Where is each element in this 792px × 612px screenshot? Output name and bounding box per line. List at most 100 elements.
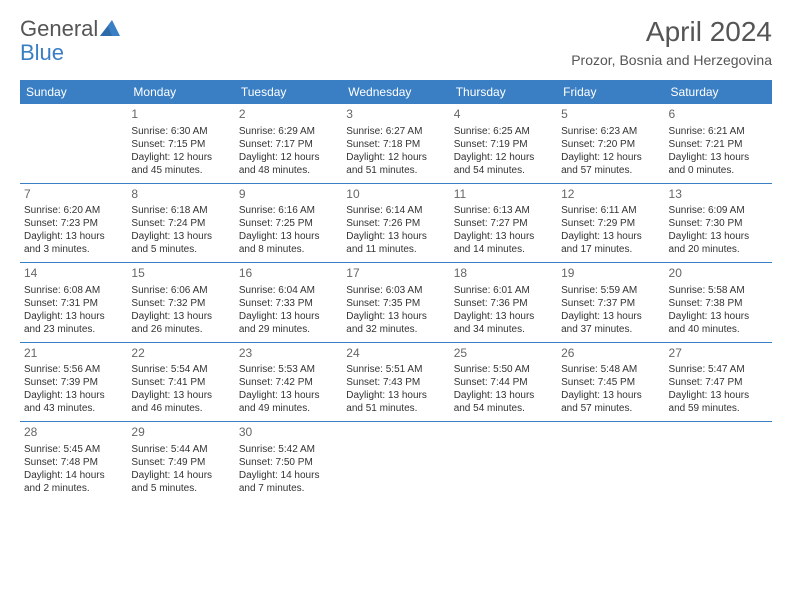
sunrise-line: Sunrise: 5:50 AM bbox=[454, 363, 553, 376]
sunrise-line: Sunrise: 6:06 AM bbox=[131, 284, 230, 297]
daylight-line: Daylight: 13 hours and 29 minutes. bbox=[239, 310, 338, 336]
day-number: 4 bbox=[454, 107, 553, 123]
calendar-empty-cell bbox=[342, 422, 449, 501]
day-number: 6 bbox=[669, 107, 768, 123]
sunrise-line: Sunrise: 6:08 AM bbox=[24, 284, 123, 297]
calendar-day-cell: 7Sunrise: 6:20 AMSunset: 7:23 PMDaylight… bbox=[20, 184, 127, 263]
sunset-line: Sunset: 7:31 PM bbox=[24, 297, 123, 310]
daylight-line: Daylight: 13 hours and 49 minutes. bbox=[239, 389, 338, 415]
sunrise-line: Sunrise: 5:54 AM bbox=[131, 363, 230, 376]
sunrise-line: Sunrise: 6:29 AM bbox=[239, 125, 338, 138]
sunrise-line: Sunrise: 6:23 AM bbox=[561, 125, 660, 138]
sunset-line: Sunset: 7:37 PM bbox=[561, 297, 660, 310]
calendar-day-cell: 26Sunrise: 5:48 AMSunset: 7:45 PMDayligh… bbox=[557, 343, 664, 422]
calendar-day-cell: 24Sunrise: 5:51 AMSunset: 7:43 PMDayligh… bbox=[342, 343, 449, 422]
sunset-line: Sunset: 7:35 PM bbox=[346, 297, 445, 310]
sunset-line: Sunset: 7:26 PM bbox=[346, 217, 445, 230]
calendar-day-cell: 1Sunrise: 6:30 AMSunset: 7:15 PMDaylight… bbox=[127, 104, 234, 183]
sunset-line: Sunset: 7:50 PM bbox=[239, 456, 338, 469]
calendar-day-cell: 11Sunrise: 6:13 AMSunset: 7:27 PMDayligh… bbox=[450, 184, 557, 263]
day-number: 10 bbox=[346, 187, 445, 203]
calendar-day-cell: 13Sunrise: 6:09 AMSunset: 7:30 PMDayligh… bbox=[665, 184, 772, 263]
day-number: 14 bbox=[24, 266, 123, 282]
daylight-line: Daylight: 13 hours and 3 minutes. bbox=[24, 230, 123, 256]
sunset-line: Sunset: 7:23 PM bbox=[24, 217, 123, 230]
calendar-empty-cell bbox=[20, 104, 127, 183]
day-number: 19 bbox=[561, 266, 660, 282]
calendar-day-cell: 5Sunrise: 6:23 AMSunset: 7:20 PMDaylight… bbox=[557, 104, 664, 183]
sunrise-line: Sunrise: 6:03 AM bbox=[346, 284, 445, 297]
daylight-line: Daylight: 13 hours and 20 minutes. bbox=[669, 230, 768, 256]
day-number: 27 bbox=[669, 346, 768, 362]
calendar-day-cell: 14Sunrise: 6:08 AMSunset: 7:31 PMDayligh… bbox=[20, 263, 127, 342]
sunset-line: Sunset: 7:44 PM bbox=[454, 376, 553, 389]
sunrise-line: Sunrise: 5:42 AM bbox=[239, 443, 338, 456]
day-number: 1 bbox=[131, 107, 230, 123]
sunset-line: Sunset: 7:21 PM bbox=[669, 138, 768, 151]
day-number: 23 bbox=[239, 346, 338, 362]
day-number: 20 bbox=[669, 266, 768, 282]
daylight-line: Daylight: 13 hours and 59 minutes. bbox=[669, 389, 768, 415]
weeks-container: 1Sunrise: 6:30 AMSunset: 7:15 PMDaylight… bbox=[20, 104, 772, 501]
sunset-line: Sunset: 7:36 PM bbox=[454, 297, 553, 310]
daylight-line: Daylight: 13 hours and 8 minutes. bbox=[239, 230, 338, 256]
day-header: Wednesday bbox=[342, 80, 449, 104]
sunrise-line: Sunrise: 5:51 AM bbox=[346, 363, 445, 376]
sunrise-line: Sunrise: 6:09 AM bbox=[669, 204, 768, 217]
day-number: 30 bbox=[239, 425, 338, 441]
daylight-line: Daylight: 12 hours and 45 minutes. bbox=[131, 151, 230, 177]
calendar-day-cell: 27Sunrise: 5:47 AMSunset: 7:47 PMDayligh… bbox=[665, 343, 772, 422]
day-number: 22 bbox=[131, 346, 230, 362]
logo-triangle-icon bbox=[100, 16, 120, 42]
calendar-day-cell: 20Sunrise: 5:58 AMSunset: 7:38 PMDayligh… bbox=[665, 263, 772, 342]
daylight-line: Daylight: 13 hours and 0 minutes. bbox=[669, 151, 768, 177]
calendar-week-row: 1Sunrise: 6:30 AMSunset: 7:15 PMDaylight… bbox=[20, 104, 772, 184]
daylight-line: Daylight: 14 hours and 2 minutes. bbox=[24, 469, 123, 495]
daylight-line: Daylight: 14 hours and 7 minutes. bbox=[239, 469, 338, 495]
sunset-line: Sunset: 7:19 PM bbox=[454, 138, 553, 151]
calendar-week-row: 21Sunrise: 5:56 AMSunset: 7:39 PMDayligh… bbox=[20, 343, 772, 423]
day-number: 16 bbox=[239, 266, 338, 282]
day-number: 12 bbox=[561, 187, 660, 203]
sunset-line: Sunset: 7:41 PM bbox=[131, 376, 230, 389]
day-number: 7 bbox=[24, 187, 123, 203]
calendar-day-cell: 30 Sunrise: 5:42 AMSunset: 7:50 PMDayligh… bbox=[235, 422, 342, 501]
sunset-line: Sunset: 7:39 PM bbox=[24, 376, 123, 389]
day-number: 9 bbox=[239, 187, 338, 203]
sunset-line: Sunset: 7:27 PM bbox=[454, 217, 553, 230]
day-header: Monday bbox=[127, 80, 234, 104]
daylight-line: Daylight: 12 hours and 51 minutes. bbox=[346, 151, 445, 177]
sunrise-line: Sunrise: 5:45 AM bbox=[24, 443, 123, 456]
sunset-line: Sunset: 7:15 PM bbox=[131, 138, 230, 151]
calendar-day-cell: 19 Sunrise: 5:59 AMSunset: 7:37 PMDayligh… bbox=[557, 263, 664, 342]
sunrise-line: Sunrise: 5:59 AM bbox=[561, 284, 660, 297]
day-number: 28 bbox=[24, 425, 123, 441]
calendar-day-cell: 2Sunrise: 6:29 AMSunset: 7:17 PMDaylight… bbox=[235, 104, 342, 183]
logo-text-2: Blue bbox=[20, 40, 64, 66]
daylight-line: Daylight: 14 hours and 5 minutes. bbox=[131, 469, 230, 495]
sunrise-line: Sunrise: 6:21 AM bbox=[669, 125, 768, 138]
sunrise-line: Sunrise: 6:25 AM bbox=[454, 125, 553, 138]
sunset-line: Sunset: 7:49 PM bbox=[131, 456, 230, 469]
sunset-line: Sunset: 7:45 PM bbox=[561, 376, 660, 389]
sunrise-line: Sunrise: 5:47 AM bbox=[669, 363, 768, 376]
sunset-line: Sunset: 7:29 PM bbox=[561, 217, 660, 230]
day-header: Friday bbox=[557, 80, 664, 104]
calendar-empty-cell bbox=[665, 422, 772, 501]
daylight-line: Daylight: 13 hours and 5 minutes. bbox=[131, 230, 230, 256]
daylight-line: Daylight: 13 hours and 11 minutes. bbox=[346, 230, 445, 256]
sunset-line: Sunset: 7:20 PM bbox=[561, 138, 660, 151]
sunset-line: Sunset: 7:38 PM bbox=[669, 297, 768, 310]
sunrise-line: Sunrise: 5:58 AM bbox=[669, 284, 768, 297]
sunset-line: Sunset: 7:17 PM bbox=[239, 138, 338, 151]
calendar-day-cell: 17Sunrise: 6:03 AMSunset: 7:35 PMDayligh… bbox=[342, 263, 449, 342]
sunrise-line: Sunrise: 5:53 AM bbox=[239, 363, 338, 376]
daylight-line: Daylight: 13 hours and 37 minutes. bbox=[561, 310, 660, 336]
calendar: Sunday Monday Tuesday Wednesday Thursday… bbox=[20, 80, 772, 501]
daylight-line: Daylight: 13 hours and 26 minutes. bbox=[131, 310, 230, 336]
sunrise-line: Sunrise: 6:11 AM bbox=[561, 204, 660, 217]
sunrise-line: Sunrise: 6:04 AM bbox=[239, 284, 338, 297]
sunrise-line: Sunrise: 5:44 AM bbox=[131, 443, 230, 456]
daylight-line: Daylight: 13 hours and 54 minutes. bbox=[454, 389, 553, 415]
calendar-day-cell: 6 Sunrise: 6:21 AMSunset: 7:21 PMDaylight… bbox=[665, 104, 772, 183]
